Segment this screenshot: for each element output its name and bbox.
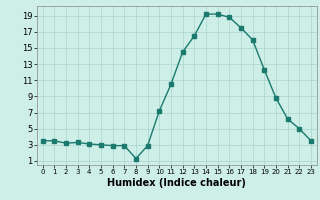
X-axis label: Humidex (Indice chaleur): Humidex (Indice chaleur) <box>108 178 246 188</box>
